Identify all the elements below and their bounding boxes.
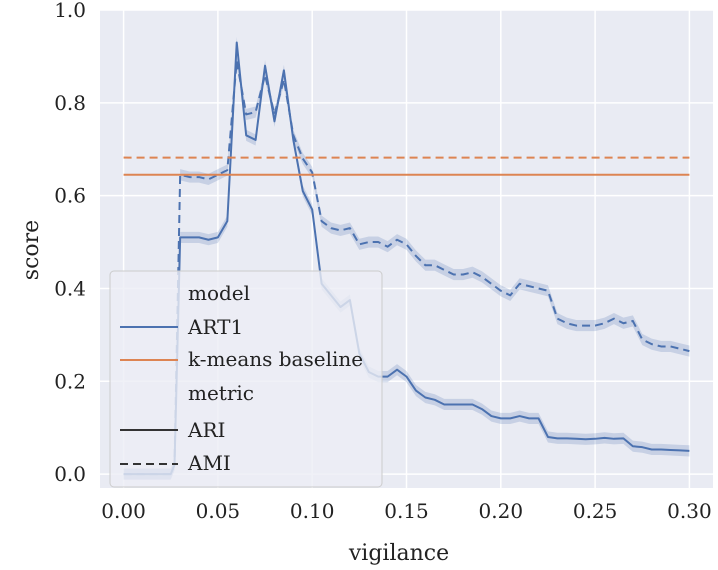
x-axis-ticks: 0.00 0.05 0.10 0.15 0.20 0.25 0.30	[101, 499, 711, 523]
x-tick-label: 0.10	[290, 499, 335, 523]
y-tick-label: 1.0	[54, 0, 86, 22]
y-tick-label: 0.0	[54, 462, 86, 486]
series-lines	[123, 41, 690, 476]
legend-label-ami: AMI	[187, 451, 231, 475]
y-tick-label: 0.8	[54, 91, 86, 115]
y-axis-label: score	[19, 220, 44, 280]
legend-label-ari: ARI	[187, 418, 225, 442]
legend-title-metric: metric	[188, 381, 254, 405]
x-tick-label: 0.30	[667, 499, 712, 523]
x-tick-label: 0.15	[384, 499, 429, 523]
x-tick-label: 0.00	[101, 499, 146, 523]
x-axis-label: vigilance	[348, 541, 449, 566]
legend-box	[109, 270, 383, 488]
x-tick-label: 0.20	[479, 499, 524, 523]
x-tick-label: 0.25	[573, 499, 618, 523]
y-tick-label: 0.6	[54, 184, 86, 208]
series-line-art1-ami	[123, 60, 690, 476]
legend-title-model: model	[188, 281, 250, 305]
x-tick-label: 0.05	[196, 499, 241, 523]
legend-label-kmeans: k-means baseline	[188, 347, 363, 371]
legend: model ART1 k-means baseline metric ARI A…	[109, 270, 383, 488]
y-tick-label: 0.4	[54, 276, 86, 300]
y-tick-label: 0.2	[54, 369, 86, 393]
legend-label-art1: ART1	[187, 315, 243, 339]
y-axis-ticks: 0.0 0.2 0.4 0.6 0.8 1.0	[54, 0, 86, 486]
